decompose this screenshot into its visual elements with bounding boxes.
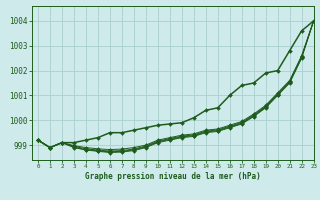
X-axis label: Graphe pression niveau de la mer (hPa): Graphe pression niveau de la mer (hPa) bbox=[85, 172, 261, 181]
